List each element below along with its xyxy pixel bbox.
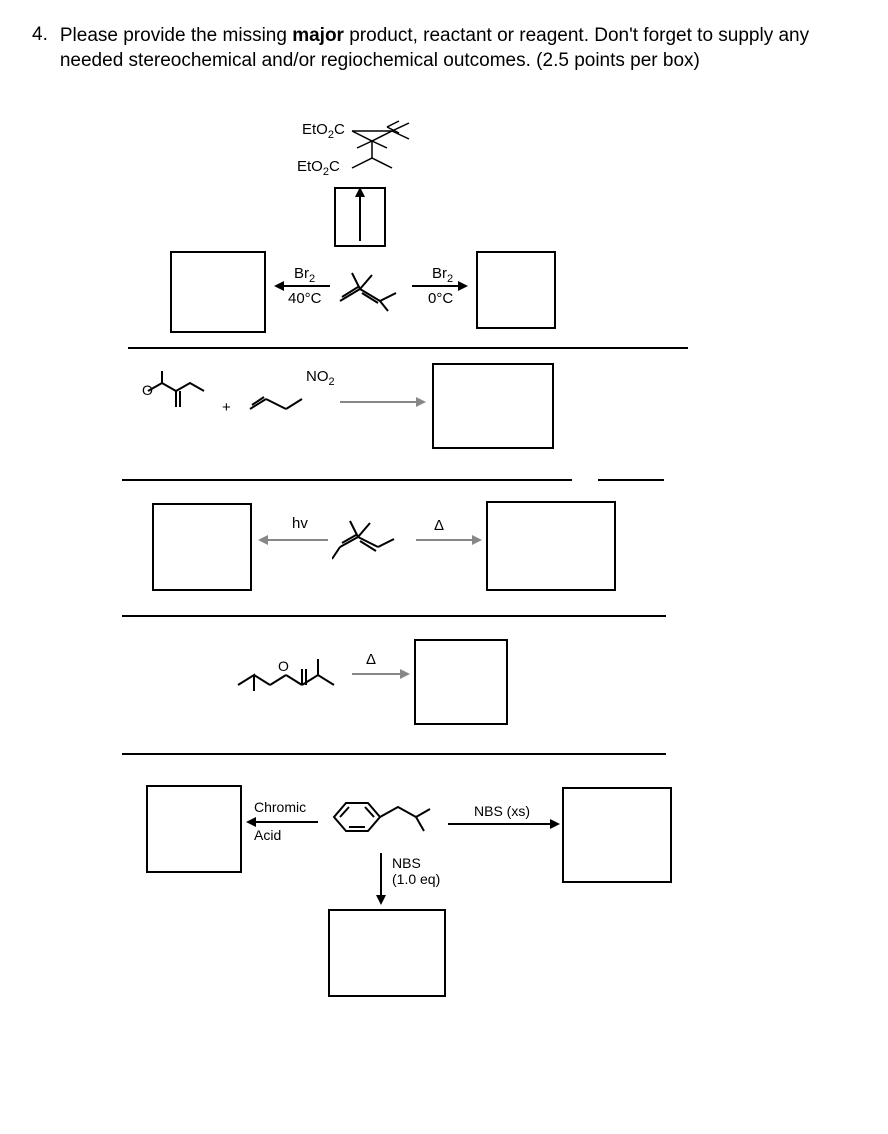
arrow-row2-head xyxy=(416,397,426,407)
arrow-right-1-head xyxy=(458,281,468,291)
top-product-structure xyxy=(347,113,432,173)
arrow-right-5 xyxy=(448,823,552,825)
arrow-right-1 xyxy=(412,285,460,287)
plus-sign: + xyxy=(222,399,231,416)
arrow-right-5-head xyxy=(550,819,560,829)
nbs-down-1: NBS xyxy=(392,855,421,871)
question-number: 4. xyxy=(32,24,48,73)
product-box-row2 xyxy=(432,363,554,449)
arrow-row4-head xyxy=(400,669,410,679)
delta-label-4: Δ xyxy=(366,651,376,668)
svg-text:O: O xyxy=(278,658,289,674)
product-box-left-5 xyxy=(146,785,242,873)
temp-right: 0°C xyxy=(428,290,453,307)
arrow-row2 xyxy=(340,401,418,403)
product-box-left-3 xyxy=(152,503,252,591)
eto2c-label-1: EtO2C xyxy=(302,121,345,141)
delta-label-3: Δ xyxy=(434,517,444,534)
arrow-left-5-head xyxy=(246,817,256,827)
ketone-structure: O xyxy=(142,363,222,423)
question-text: Please provide the missing major product… xyxy=(60,24,840,73)
arrow-left-3-head xyxy=(258,535,268,545)
arrow-right-3 xyxy=(416,539,474,541)
center-diene-1 xyxy=(332,261,412,313)
product-box-right-5 xyxy=(562,787,672,883)
product-box-left-1 xyxy=(170,251,266,333)
arrow-left-3 xyxy=(266,539,328,541)
product-box-right-3 xyxy=(486,501,616,591)
svg-text:O: O xyxy=(142,382,153,398)
br2-right-label: Br2 xyxy=(432,265,453,285)
arrow-left-1-head xyxy=(274,281,284,291)
arrow-down-5 xyxy=(380,853,382,897)
br2-left-label: Br2 xyxy=(294,265,315,285)
q-before: Please provide the missing xyxy=(60,25,292,46)
divider-2a xyxy=(122,479,572,481)
product-box-right-1 xyxy=(476,251,556,329)
product-box-row4 xyxy=(414,639,508,725)
chromic-label: Chromic xyxy=(254,799,306,815)
eto2c-label-2: EtO2C xyxy=(297,158,340,178)
arrow-up xyxy=(359,195,361,241)
arrow-left-1 xyxy=(282,285,330,287)
divider-4 xyxy=(122,753,666,755)
center-diene-3 xyxy=(332,509,410,567)
benzyl-structure xyxy=(324,787,444,849)
divider-2b xyxy=(598,479,664,481)
diagram-area: EtO2C EtO2C Br2 40°C Br2 xyxy=(32,103,840,1073)
q-bold: major xyxy=(292,25,344,46)
product-box-down-5 xyxy=(328,909,446,997)
no2-label: NO2 xyxy=(306,368,335,388)
question-block: 4. Please provide the missing major prod… xyxy=(32,24,840,73)
arrow-left-5 xyxy=(254,821,318,823)
divider-3 xyxy=(122,615,666,617)
divider-1 xyxy=(128,347,688,349)
ester-structure: O xyxy=(232,641,342,707)
nbs-down-2: (1.0 eq) xyxy=(392,871,440,887)
arrow-down-5-head xyxy=(376,895,386,905)
arrow-right-3-head xyxy=(472,535,482,545)
arrow-up-head xyxy=(355,187,365,197)
nbs-xs-label: NBS (xs) xyxy=(474,803,530,819)
temp-left: 40°C xyxy=(288,290,322,307)
acid-label: Acid xyxy=(254,827,281,843)
arrow-row4 xyxy=(352,673,402,675)
hv-label: hv xyxy=(292,515,308,532)
